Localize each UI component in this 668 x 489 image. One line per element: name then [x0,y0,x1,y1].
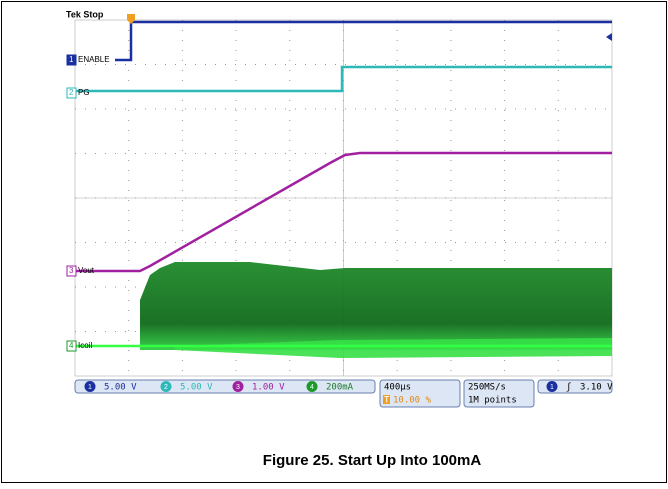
caption: Figure 25. Start Up Into 100mA [263,452,482,469]
trigger-letter: T [384,396,390,406]
channel-labels: 1 ENABLE 2 PG 3 Vout 4 Icoil [66,54,110,352]
channel-marker-box [66,340,77,352]
status-bar: 5.00 V 5.00 V 1.00 V 200mA 400µs T 10.00… [74,379,613,408]
enable-trace [115,20,612,62]
timebase: 400µs [384,383,411,393]
trigger-box [537,379,613,394]
scope-status: Tek Stop [66,9,104,19]
channel-box [74,379,376,394]
icoil-band [175,338,612,358]
channel-badge-number: 3 [236,384,240,391]
channel-label: Icoil [78,341,92,350]
trigger-level: 3.10 V [580,383,613,393]
channel-badge-number: 4 [310,384,314,391]
trigger-channel: 1 [550,384,554,391]
sample-box [463,379,535,408]
channel-marker: 4 [69,341,74,350]
pg-trace [75,65,612,93]
channel-label: Vout [78,266,95,275]
trigger-icon [383,395,390,404]
channel-marker-box [66,54,77,66]
channel-badge [84,381,96,392]
traces [75,14,612,358]
channel-badge [232,381,244,392]
channel-marker: 1 [69,55,74,64]
channel-badge-number: 1 [88,384,92,391]
channel-marker: 2 [69,88,74,97]
trigger-position: 10.00 % [393,396,432,406]
channel-badge [160,381,172,392]
time-box [379,379,461,408]
enable-marker [606,33,612,41]
trigger-channel-badge [546,381,558,392]
icoil-envelope [140,262,612,350]
vout-trace [75,151,612,273]
trigger-slope: ʃ [566,383,571,393]
channel-marker: 3 [69,266,74,275]
channel-marker-box [66,265,77,277]
record-length: 1M points [468,396,517,406]
channel-label: ENABLE [78,55,110,64]
channel-label: PG [78,88,90,97]
sample-rate: 250MS/s [468,383,506,393]
trigger-marker [127,14,135,24]
channel-badge [306,381,318,392]
channel-badge-number: 2 [164,384,168,391]
ch2-scale: 5.00 V [180,383,213,393]
channel-marker-box [66,87,77,99]
ch3-scale: 1.00 V [252,383,285,393]
ch1-scale: 5.00 V [104,383,137,393]
ch4-scale: 200mA [326,383,354,393]
